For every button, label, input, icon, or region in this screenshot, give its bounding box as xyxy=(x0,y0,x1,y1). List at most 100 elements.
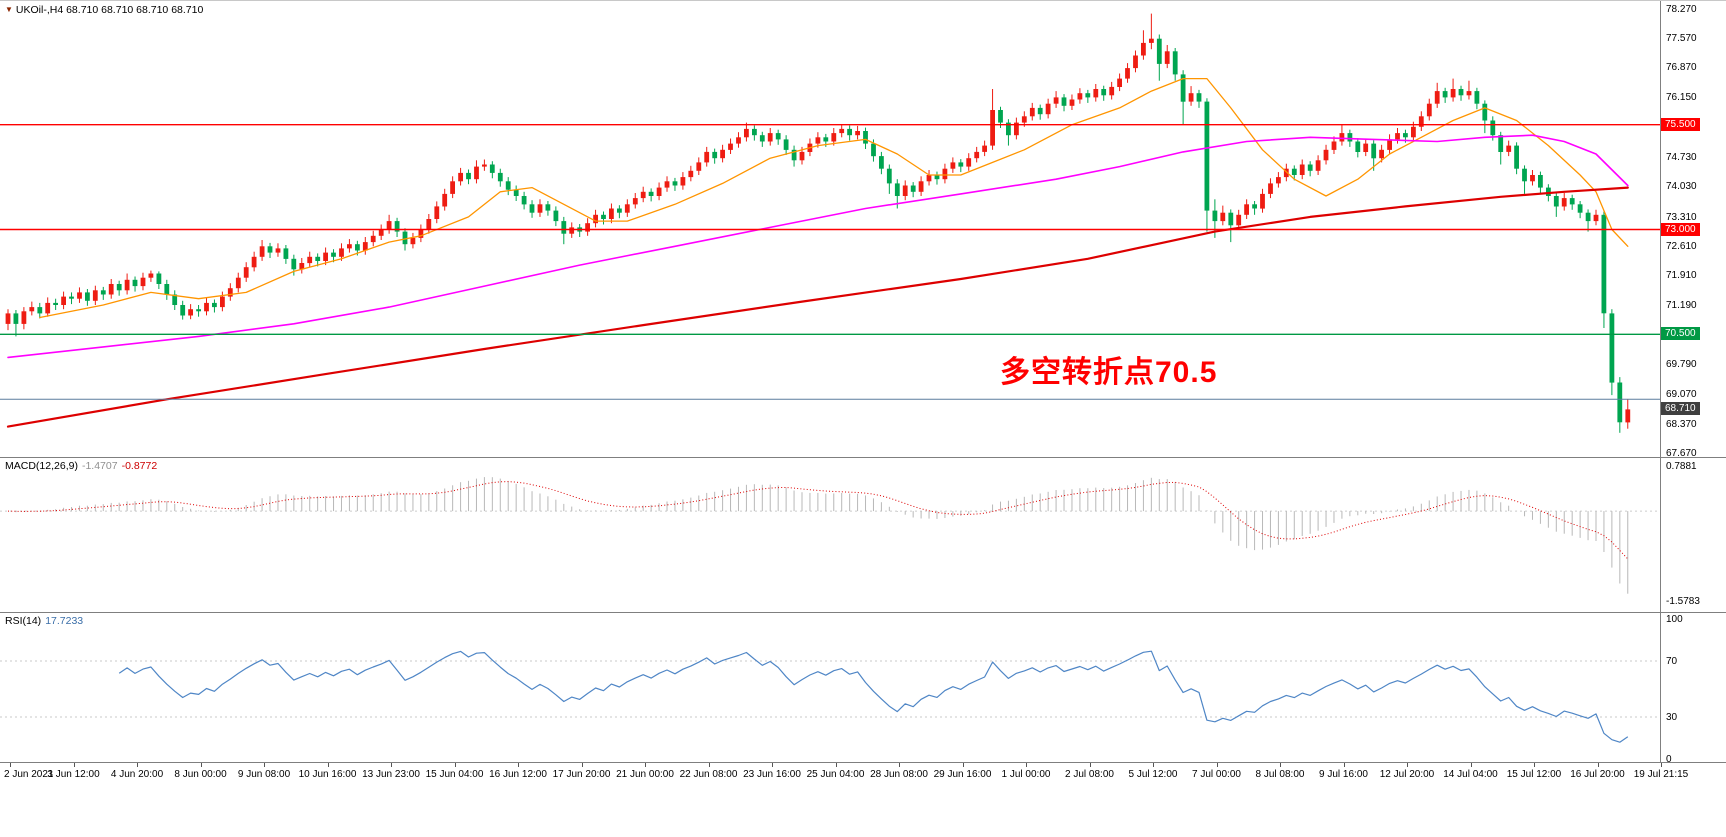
ma-mid-line xyxy=(7,134,1629,359)
rsi-axis-label: 70 xyxy=(1666,656,1678,667)
price-level-badge: 73.000 xyxy=(1661,222,1700,236)
candlestick-series xyxy=(5,13,1631,433)
rsi-axis-label: 30 xyxy=(1666,712,1678,723)
price-axis-label: 73.310 xyxy=(1666,211,1697,223)
macd-axis-label: 0.7881 xyxy=(1666,461,1697,473)
time-axis-label: 9 Jun 08:00 xyxy=(237,769,291,780)
price-axis-label: 76.870 xyxy=(1666,62,1697,74)
time-tick xyxy=(200,763,202,767)
time-tick xyxy=(962,763,964,767)
time-axis-label: 17 Jun 20:00 xyxy=(552,769,611,780)
macd-panel[interactable]: MACD(12,26,9) -1.4707 -0.8772 0.7881 -1.578… xyxy=(0,457,1726,612)
time-tick xyxy=(1661,763,1662,767)
time-axis-label: 12 Jul 20:00 xyxy=(1379,769,1435,780)
time-tick xyxy=(1597,763,1599,767)
time-axis-label: 28 Jun 08:00 xyxy=(870,769,928,780)
ma-slow-line xyxy=(6,186,1629,428)
time-axis-label: 14 Jul 04:00 xyxy=(1443,769,1498,780)
time-axis-label: 2 Jul 08:00 xyxy=(1065,769,1114,780)
macd-histogram xyxy=(15,477,1629,594)
price-axis-label: 71.910 xyxy=(1666,270,1697,282)
time-tick xyxy=(772,763,773,767)
time-tick xyxy=(391,763,392,767)
time-axis-label: 9 Jul 16:00 xyxy=(1319,769,1368,780)
time-axis-label: 2 Jun 2021 xyxy=(4,769,54,780)
time-tick xyxy=(899,763,900,767)
macd-axis-label: -1.5783 xyxy=(1666,595,1700,607)
price-axis-label: 71.190 xyxy=(1666,300,1697,312)
macd-signal-value: -0.8772 xyxy=(121,460,158,472)
time-axis-label: 5 Jul 12:00 xyxy=(1128,769,1178,780)
time-axis-label: 15 Jun 04:00 xyxy=(425,769,484,780)
price-level-badge: 70.500 xyxy=(1661,327,1700,341)
rsi-canvas[interactable] xyxy=(0,613,1726,762)
macd-name: MACD(12,26,9) xyxy=(5,460,78,472)
macd-canvas[interactable] xyxy=(0,458,1726,612)
time-axis-label: 19 Jul 21:15 xyxy=(1633,769,1689,780)
time-tick xyxy=(10,763,11,767)
time-tick xyxy=(1153,763,1154,767)
time-axis-label: 21 Jun 00:00 xyxy=(616,769,674,780)
rsi-name: RSI(14) xyxy=(5,615,42,627)
price-axis-label: 69.790 xyxy=(1666,359,1697,371)
time-axis-label: 29 Jun 16:00 xyxy=(933,769,992,780)
time-tick xyxy=(1216,763,1218,767)
price-axis-label: 72.610 xyxy=(1666,240,1697,252)
macd-label: MACD(12,26,9) -1.4707 -0.8772 xyxy=(5,460,157,472)
time-axis-label: 23 Jun 16:00 xyxy=(743,769,801,780)
symbol-ohlc-text: UKOil-,H4 68.710 68.710 68.710 68.710 xyxy=(15,4,204,16)
ma-fast-line xyxy=(39,77,1629,319)
time-tick xyxy=(581,763,583,767)
time-axis-label: 13 Jun 23:00 xyxy=(362,769,420,780)
time-axis-label: 25 Jun 04:00 xyxy=(806,769,865,780)
time-tick xyxy=(1407,763,1408,767)
time-axis-label: 16 Jun 12:00 xyxy=(489,769,547,780)
time-tick xyxy=(137,763,138,767)
time-axis-label: 3 Jun 12:00 xyxy=(47,769,100,780)
rsi-axis-label: 100 xyxy=(1666,614,1683,625)
symbol-ohlc-readout: ▼ UKOil-,H4 68.710 68.710 68.710 68.710 xyxy=(5,4,203,16)
time-axis-label: 1 Jul 00:00 xyxy=(1001,769,1051,780)
time-tick xyxy=(1343,763,1345,767)
price-axis-label: 67.670 xyxy=(1666,447,1697,457)
rsi-panel[interactable]: RSI(14) 17.7233 100 70 30 0 xyxy=(0,612,1726,762)
time-axis-label: 10 Jun 16:00 xyxy=(298,769,357,780)
time-tick xyxy=(1534,763,1535,767)
price-axis-label: 74.730 xyxy=(1666,151,1697,163)
rsi-label: RSI(14) 17.7233 xyxy=(5,615,83,627)
price-axis-label: 74.030 xyxy=(1666,181,1697,193)
time-tick xyxy=(327,763,329,767)
time-tick xyxy=(708,763,710,767)
time-axis-label: 4 Jun 20:00 xyxy=(110,769,164,780)
symbol-marker-icon: ▼ xyxy=(5,5,13,14)
price-axis-label: 76.150 xyxy=(1666,92,1697,104)
time-axis-label: 8 Jul 08:00 xyxy=(1255,769,1305,780)
time-tick xyxy=(73,763,75,767)
time-axis-label: 15 Jul 12:00 xyxy=(1506,769,1562,780)
time-tick xyxy=(1470,763,1472,767)
rsi-axis-label: 0 xyxy=(1666,754,1672,762)
time-tick xyxy=(835,763,837,767)
time-axis-label: 22 Jun 08:00 xyxy=(679,769,738,780)
time-axis-label: 16 Jul 20:00 xyxy=(1570,769,1625,780)
price-axis-label: 69.070 xyxy=(1666,389,1697,401)
time-tick xyxy=(454,763,456,767)
time-tick xyxy=(1026,763,1027,767)
price-axis-label: 68.370 xyxy=(1666,418,1697,430)
time-tick xyxy=(1280,763,1281,767)
chart-annotation: 多空转折点70.5 xyxy=(1000,356,1218,389)
price-level-badge: 75.500 xyxy=(1661,117,1700,131)
time-axis-label: 8 Jun 00:00 xyxy=(174,769,227,780)
time-tick xyxy=(645,763,646,767)
price-axis-label: 77.570 xyxy=(1666,32,1697,44)
bid-price-badge: 68.710 xyxy=(1661,402,1700,416)
time-tick xyxy=(1089,763,1091,767)
time-axis-label: 7 Jul 00:00 xyxy=(1192,769,1241,780)
price-axis-label: 78.270 xyxy=(1666,3,1697,15)
price-chart-canvas[interactable] xyxy=(0,1,1726,457)
rsi-value: 17.7233 xyxy=(45,615,84,627)
time-axis[interactable]: 2 Jun 2021 3 Jun 12:00 4 Jun 20:00 8 Jun 00… xyxy=(0,762,1726,837)
time-tick xyxy=(264,763,265,767)
price-panel[interactable]: ▼ UKOil-,H4 68.710 68.710 68.710 68.710 多… xyxy=(0,0,1726,457)
